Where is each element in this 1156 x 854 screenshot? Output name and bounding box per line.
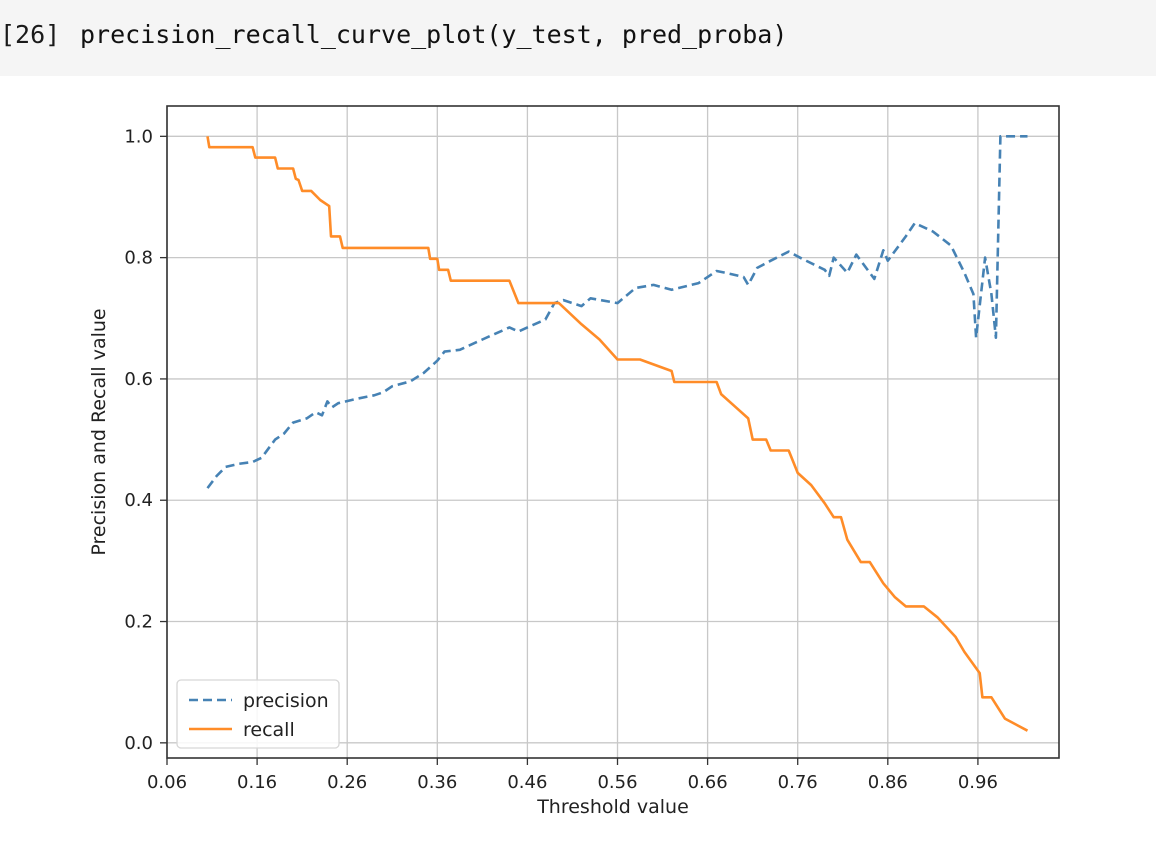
code-cell[interactable]: [26] precision_recall_curve_plot(y_test,…	[0, 0, 1156, 76]
x-tick-label: 0.46	[507, 772, 547, 793]
y-tick-label: 0.2	[124, 612, 153, 633]
precision-recall-chart: 0.06 0.16 0.26 0.36 0.46 0.56 0.66 0.76 0.86 0.96…	[88, 105, 1060, 818]
x-tick-label: 0.86	[868, 772, 908, 793]
x-tick-label: 0.36	[417, 772, 457, 793]
y-axis-ticks: 0.0 0.2 0.4 0.6 0.8 1.0	[124, 126, 167, 754]
x-tick-label: 0.06	[147, 772, 187, 793]
y-tick-label: 0.4	[124, 490, 153, 511]
y-tick-label: 0.0	[124, 733, 153, 754]
execution-count: [26]	[0, 20, 61, 49]
legend-label-precision: precision	[243, 690, 329, 712]
y-tick-label: 0.8	[124, 248, 153, 269]
cell-output: 0.06 0.16 0.26 0.36 0.46 0.56 0.66 0.76 0.86 0.96…	[0, 76, 1156, 850]
x-axis-label: Threshold value	[536, 796, 689, 818]
legend-box	[176, 679, 340, 749]
recall-line	[206, 136, 1029, 732]
x-tick-label: 0.96	[958, 772, 998, 793]
grid-lines	[166, 106, 1059, 758]
x-tick-label: 0.56	[597, 772, 637, 793]
plot-frame	[166, 105, 1060, 759]
y-axis-label: Precision and Recall value	[88, 308, 110, 555]
y-tick-label: 1.0	[124, 126, 153, 147]
plot-series	[206, 135, 1029, 732]
y-tick-label: 0.6	[124, 369, 153, 390]
x-tick-label: 0.76	[778, 772, 818, 793]
precision-line	[206, 135, 1028, 489]
code-input[interactable]: precision_recall_curve_plot(y_test, pred…	[80, 20, 788, 49]
legend: precision recall	[176, 679, 340, 749]
x-tick-label: 0.66	[688, 772, 728, 793]
x-tick-label: 0.26	[327, 772, 367, 793]
legend-label-recall: recall	[243, 719, 295, 741]
x-axis-ticks: 0.06 0.16 0.26 0.36 0.46 0.56 0.66 0.76 0.86 0.96	[147, 758, 998, 793]
x-tick-label: 0.16	[237, 772, 277, 793]
